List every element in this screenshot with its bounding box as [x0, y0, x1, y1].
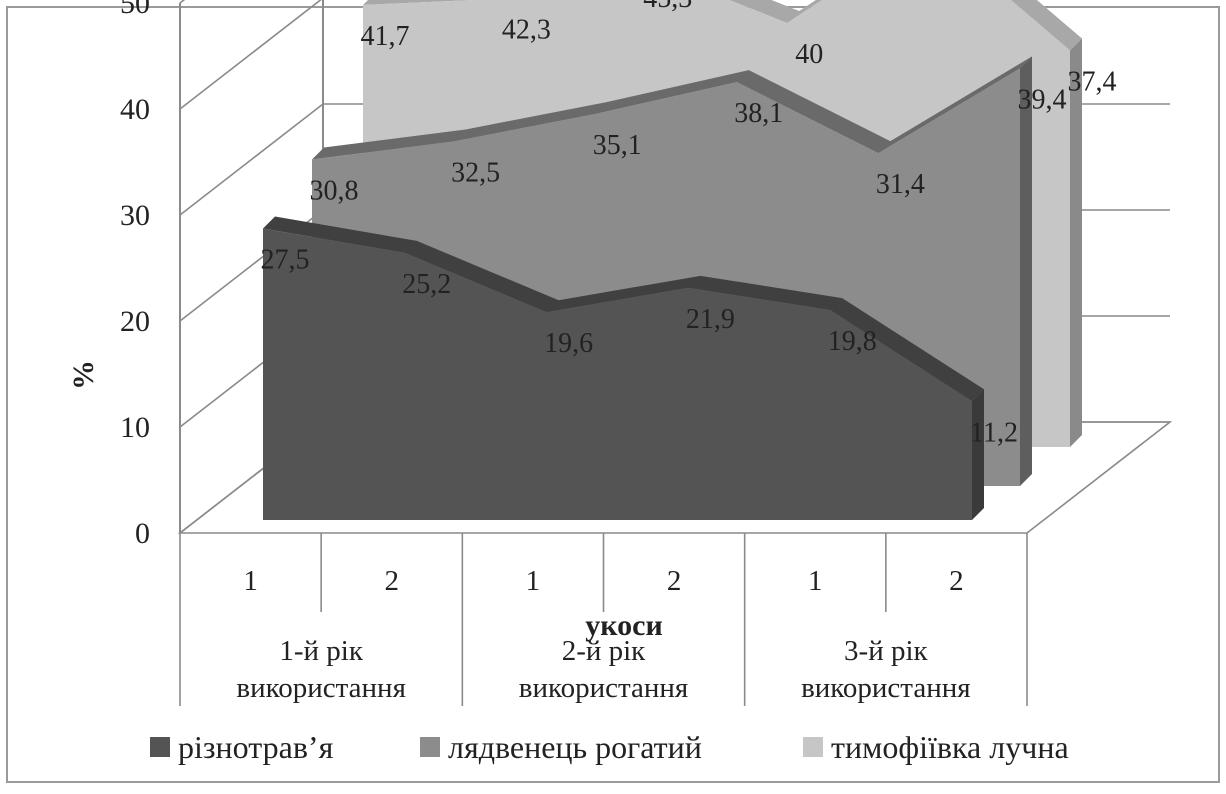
y-tick-label: 10: [120, 411, 150, 444]
series-area: [263, 228, 972, 520]
category-group-label: 2-й рік: [562, 635, 646, 667]
category-tick-label: 2: [385, 565, 400, 597]
data-label: 31,4: [876, 169, 925, 200]
series-top-edge: [263, 216, 984, 402]
series-top-edge: [312, 56, 1032, 160]
series-side-face: [1070, 38, 1082, 448]
legend-label: тимофіївка лучна: [831, 729, 1069, 765]
legend-swatch: [803, 737, 823, 757]
y-tick-label: 20: [120, 305, 150, 338]
legend-item: лядвенець рогатий: [420, 729, 702, 765]
data-label: 45,3: [643, 0, 692, 14]
y-tick-label: 50: [120, 0, 150, 20]
data-label: 41,7: [361, 21, 410, 52]
category-tick-label: 1: [526, 565, 541, 597]
data-label: 42,3: [502, 15, 551, 46]
category-group-label: 1-й рік: [279, 635, 363, 667]
legend-item: тимофіївка лучна: [803, 729, 1069, 765]
category-group-label: використання: [801, 672, 971, 704]
category-group-label: використання: [236, 672, 406, 704]
data-label: 39,4: [1018, 84, 1067, 115]
side-gridline: [179, 103, 324, 216]
category-tick-label: 2: [949, 565, 964, 597]
category-group-label: використання: [519, 672, 689, 704]
y-tick-label: 40: [120, 93, 150, 126]
series-1: [263, 216, 984, 520]
side-gridline: [179, 0, 186, 4]
data-label: 19,6: [544, 328, 593, 359]
data-label: 27,5: [261, 245, 310, 276]
legend-item: різнотрав’я: [150, 729, 334, 765]
y-axis-title: %: [67, 360, 100, 390]
x-axis-title: укоси: [585, 609, 663, 642]
legend-swatch: [150, 737, 170, 757]
side-gridline: [179, 0, 322, 110]
data-label: 38,1: [734, 98, 783, 129]
data-label: 21,9: [686, 304, 735, 335]
data-label: 40: [795, 39, 823, 70]
y-tick-label: 30: [120, 199, 150, 232]
data-label: 32,5: [451, 158, 500, 189]
data-label: 11,2: [970, 417, 1018, 448]
data-label: 35,1: [593, 130, 642, 161]
data-label: 19,8: [828, 326, 877, 357]
legend-label: різнотрав’я: [178, 729, 334, 765]
series-side-face: [1020, 56, 1032, 487]
data-label: 37,4: [1068, 67, 1117, 98]
category-tick-label: 1: [808, 565, 823, 597]
data-label: 25,2: [402, 269, 451, 300]
category-tick-label: 2: [667, 565, 682, 597]
data-label: 30,8: [310, 176, 359, 207]
category-tick-label: 1: [243, 565, 258, 597]
y-tick-label: 0: [135, 517, 150, 550]
legend-label: лядвенець рогатий: [448, 729, 702, 765]
category-group-label: 3-й рік: [844, 635, 928, 667]
series-side-face: [972, 389, 984, 520]
legend-swatch: [420, 737, 440, 757]
